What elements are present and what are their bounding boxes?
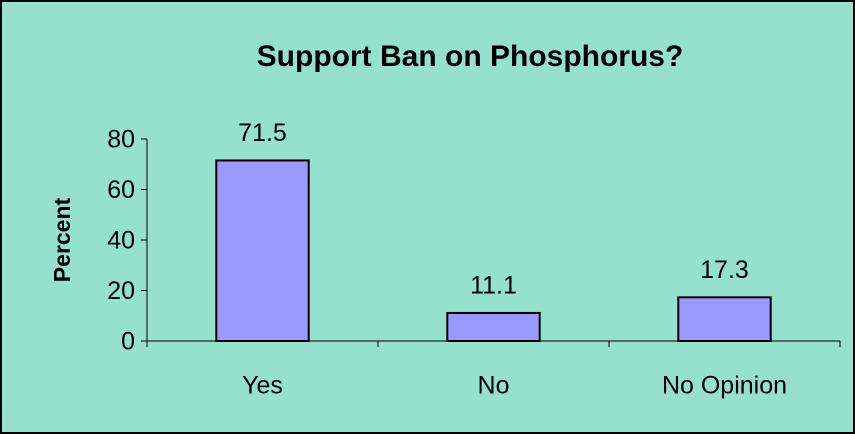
y-axis-label: Percent: [49, 197, 75, 282]
y-tick-label: 60: [107, 176, 135, 204]
bar: [215, 159, 310, 342]
bar: [446, 311, 541, 343]
data-label: 17.3: [700, 256, 749, 284]
y-tick-label: 80: [107, 126, 135, 154]
x-tick-label: Yes: [242, 372, 283, 400]
chart-title: Support Ban on Phosphorus?: [257, 40, 684, 73]
y-tick-label: 0: [121, 328, 135, 356]
y-tick-label: 20: [107, 277, 135, 305]
data-label: 71.5: [238, 119, 287, 147]
bar: [677, 296, 772, 343]
x-tick-label: No Opinion: [662, 372, 787, 400]
data-label: 11.1: [470, 272, 517, 300]
x-tick-label: No: [478, 372, 510, 400]
y-tick-label: 40: [107, 227, 135, 255]
